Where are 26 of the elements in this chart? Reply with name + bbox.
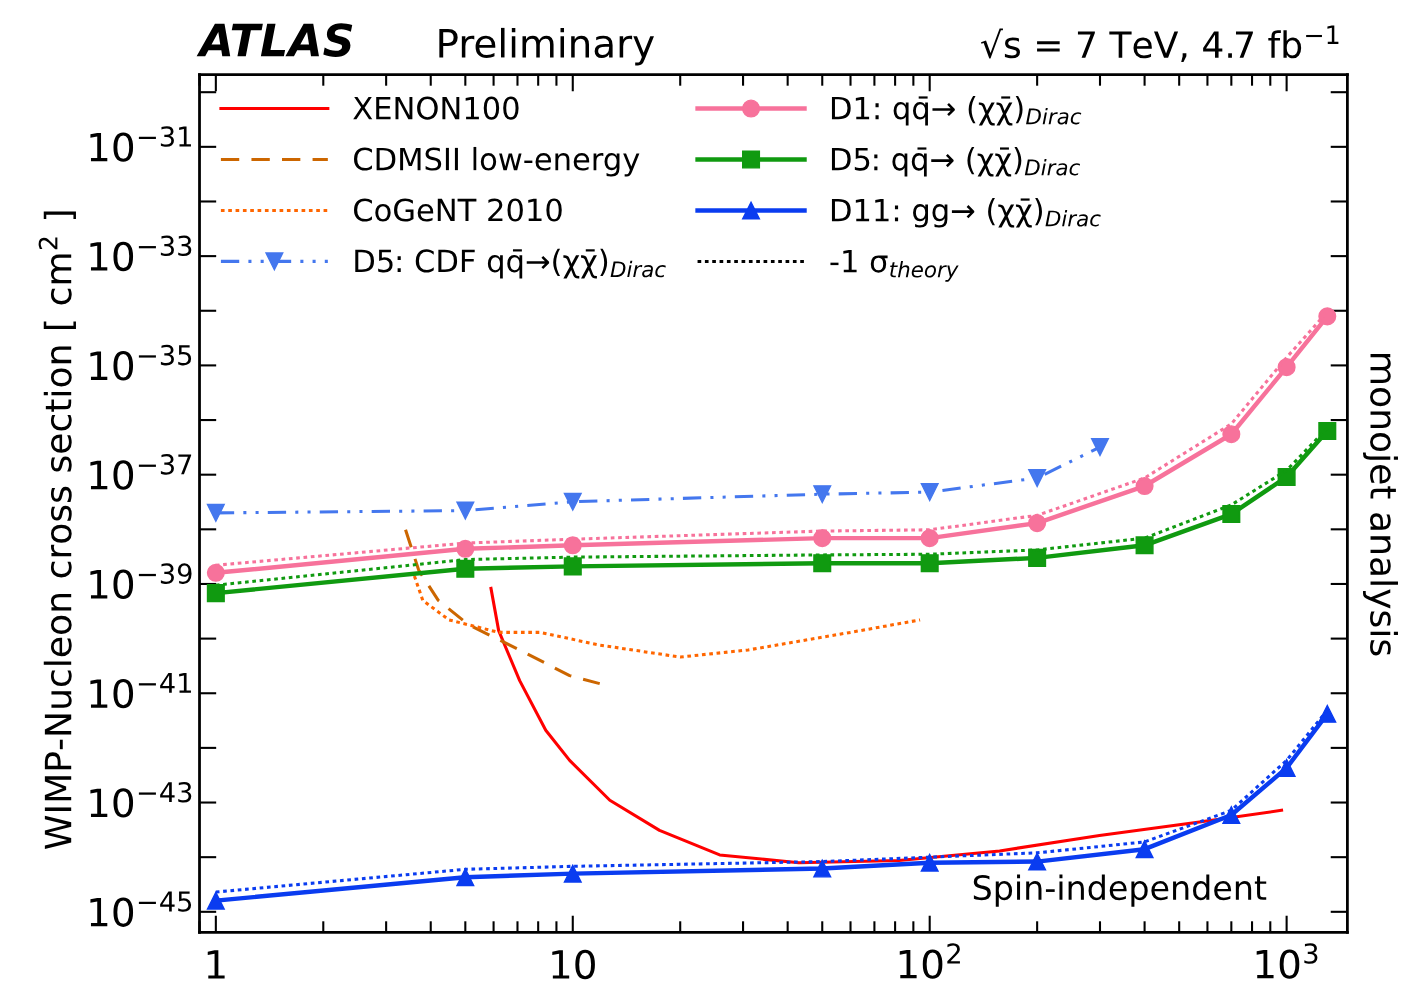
x-tick-label: 10$^{2}$: [899, 943, 960, 979]
legend-label: D1: qq̄→ (χχ̄)$_{Dirac}$: [831, 95, 1082, 126]
y-tick-label: 10$^{−37}$: [90, 454, 192, 490]
y-tick-label: 10$^{−41}$: [90, 673, 191, 709]
y-tick-label: 10$^{−35}$: [90, 344, 192, 381]
y-tick-label: 10$^{−45}$: [90, 891, 192, 927]
y-tick-label: 10$^{−31}$: [90, 126, 191, 162]
chart-subtitle: Preliminary: [439, 27, 654, 66]
x-tick-label: 10$^{3}$: [1256, 943, 1318, 979]
x-tick-label: 1: [207, 950, 225, 979]
legend-label: D11: gg→ (χχ̄)$_{Dirac}$: [831, 198, 1101, 228]
y-tick-label: 10$^{−33}$: [90, 235, 192, 272]
x-tick-label: 10: [552, 949, 595, 980]
y-tick-label: 10$^{−43}$: [90, 781, 192, 818]
chart-title: ATLAS: [196, 23, 353, 57]
legend-label: CoGeNT 2010: [354, 198, 562, 222]
legend-label: D5: CDF qq̄→(χχ̄)$_{Dirac}$: [355, 248, 666, 279]
y-axis-title: WIMP-Nucleon cross section [ cm$^{2}$ ]: [38, 211, 76, 850]
legend-label: -1 σ$_{theory}$: [830, 249, 959, 282]
legend-label: CDMSII low-energy: [354, 146, 640, 177]
legend-label: XENON100: [353, 96, 519, 120]
text: monojet analysis: [1363, 354, 1398, 656]
y-tick-label: 10$^{−39}$: [90, 563, 192, 599]
text: √s = 7 TeV, 4.7 fb$^{−1}$: [981, 25, 1339, 62]
annotation: Spin-independent: [973, 874, 1267, 907]
legend-label: D5: qq̄→ (χχ̄)$_{Dirac}$: [831, 147, 1081, 177]
